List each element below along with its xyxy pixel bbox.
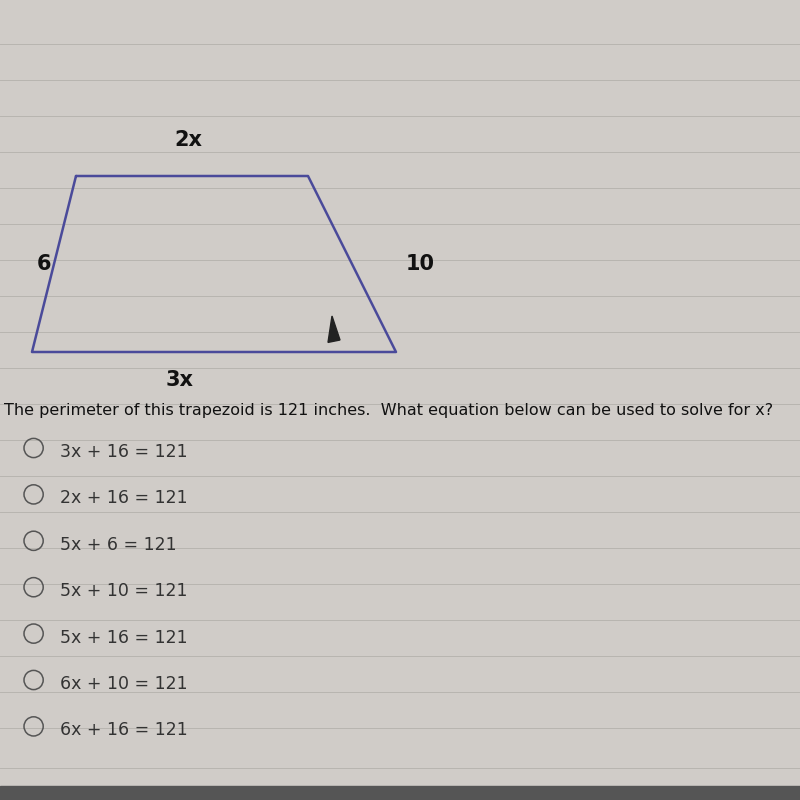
Text: 2x: 2x: [174, 130, 202, 150]
Text: 3x + 16 = 121: 3x + 16 = 121: [60, 443, 188, 461]
Bar: [0, 786, 800, 800]
Text: 2x + 16 = 121: 2x + 16 = 121: [60, 490, 188, 507]
Text: 5x + 6 = 121: 5x + 6 = 121: [60, 536, 177, 554]
Polygon shape: [328, 316, 340, 342]
Text: 6: 6: [37, 254, 51, 274]
Text: 5x + 16 = 121: 5x + 16 = 121: [60, 629, 188, 646]
Text: The perimeter of this trapezoid is 121 inches.  What equation below can be used : The perimeter of this trapezoid is 121 i…: [4, 403, 773, 418]
Text: 6x + 10 = 121: 6x + 10 = 121: [60, 675, 188, 693]
Text: 6x + 16 = 121: 6x + 16 = 121: [60, 722, 188, 739]
Text: 10: 10: [406, 254, 434, 274]
Text: 5x + 10 = 121: 5x + 10 = 121: [60, 582, 187, 600]
Text: 3x: 3x: [166, 370, 194, 390]
